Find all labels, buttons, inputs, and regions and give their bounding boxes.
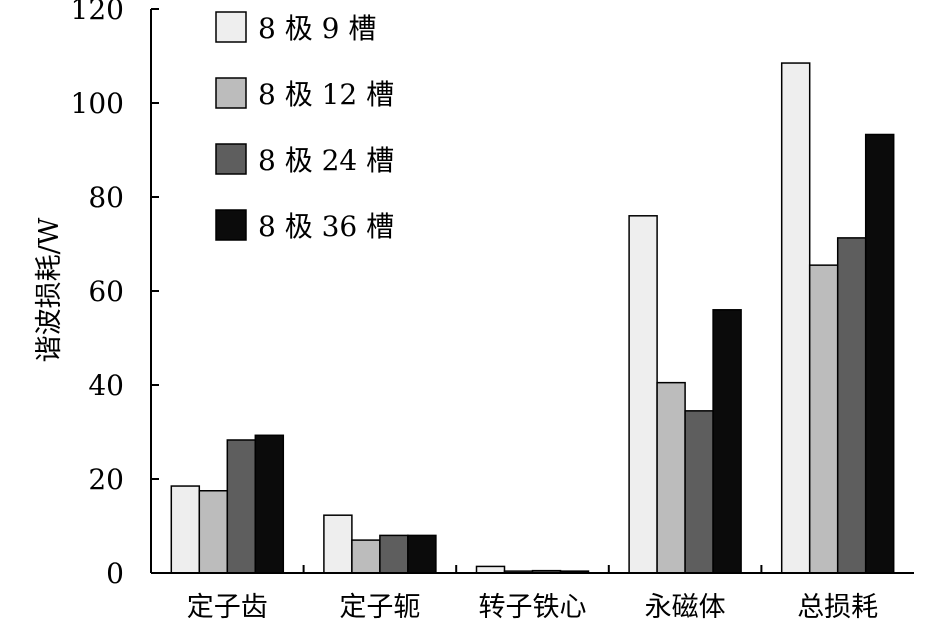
y-tick-label: 60	[88, 275, 124, 308]
y-tick-label: 40	[88, 369, 124, 402]
x-category-label: 总损耗	[797, 592, 878, 623]
x-category-label: 定子轭	[339, 592, 420, 623]
bar-1-series-3	[226, 439, 257, 574]
bar-5-series-1	[780, 62, 811, 574]
axes-layer: 0 20 40 60 80 100 120 定子齿 定子轭 转子铁心 永磁体 总损耗	[71, 0, 914, 623]
y-tick-label: 100	[71, 87, 124, 120]
bar-4-series-1	[628, 215, 658, 574]
bar-2-series-3	[379, 534, 409, 574]
y-tick-label: 120	[71, 0, 124, 26]
legend-swatch-series-1	[215, 11, 247, 43]
bar-2-series-2	[351, 539, 381, 574]
legend-swatch-series-4	[215, 209, 247, 241]
y-tick-label: 0	[106, 557, 124, 590]
bar-5-series-3	[836, 237, 867, 574]
x-category-label: 定子齿	[187, 592, 268, 623]
legend-swatch-series-3	[215, 143, 247, 175]
y-tick-label: 80	[88, 181, 124, 214]
y-tick-label: 20	[88, 463, 124, 496]
bar-1-series-2	[198, 490, 229, 574]
bar-5-series-4	[864, 133, 895, 574]
bar-1-series-4	[254, 434, 285, 574]
legend-label-series-2: 8 极 12 槽	[258, 78, 394, 111]
bar-4-series-4	[712, 309, 742, 574]
bar-2-series-1	[323, 514, 353, 574]
legend-label-series-4: 8 极 36 槽	[258, 210, 394, 243]
x-category-label: 转子铁心	[479, 592, 587, 623]
legend-label-series-1: 8 极 9 槽	[258, 12, 376, 45]
legend: 8 极 9 槽 8 极 12 槽 8 极 24 槽 8 极 36 槽	[215, 11, 394, 243]
legend-swatch-series-2	[215, 77, 247, 109]
bar-1-series-1	[170, 485, 201, 574]
bar-2-series-4	[407, 534, 437, 574]
bar-4-series-3	[684, 410, 714, 574]
bars-layer	[170, 62, 895, 574]
bar-5-series-2	[808, 264, 839, 574]
bar-4-series-2	[656, 381, 686, 574]
y-axis-label: 谐波损耗/W	[34, 217, 65, 362]
x-category-label: 永磁体	[645, 592, 726, 623]
legend-label-series-3: 8 极 24 槽	[258, 144, 394, 177]
